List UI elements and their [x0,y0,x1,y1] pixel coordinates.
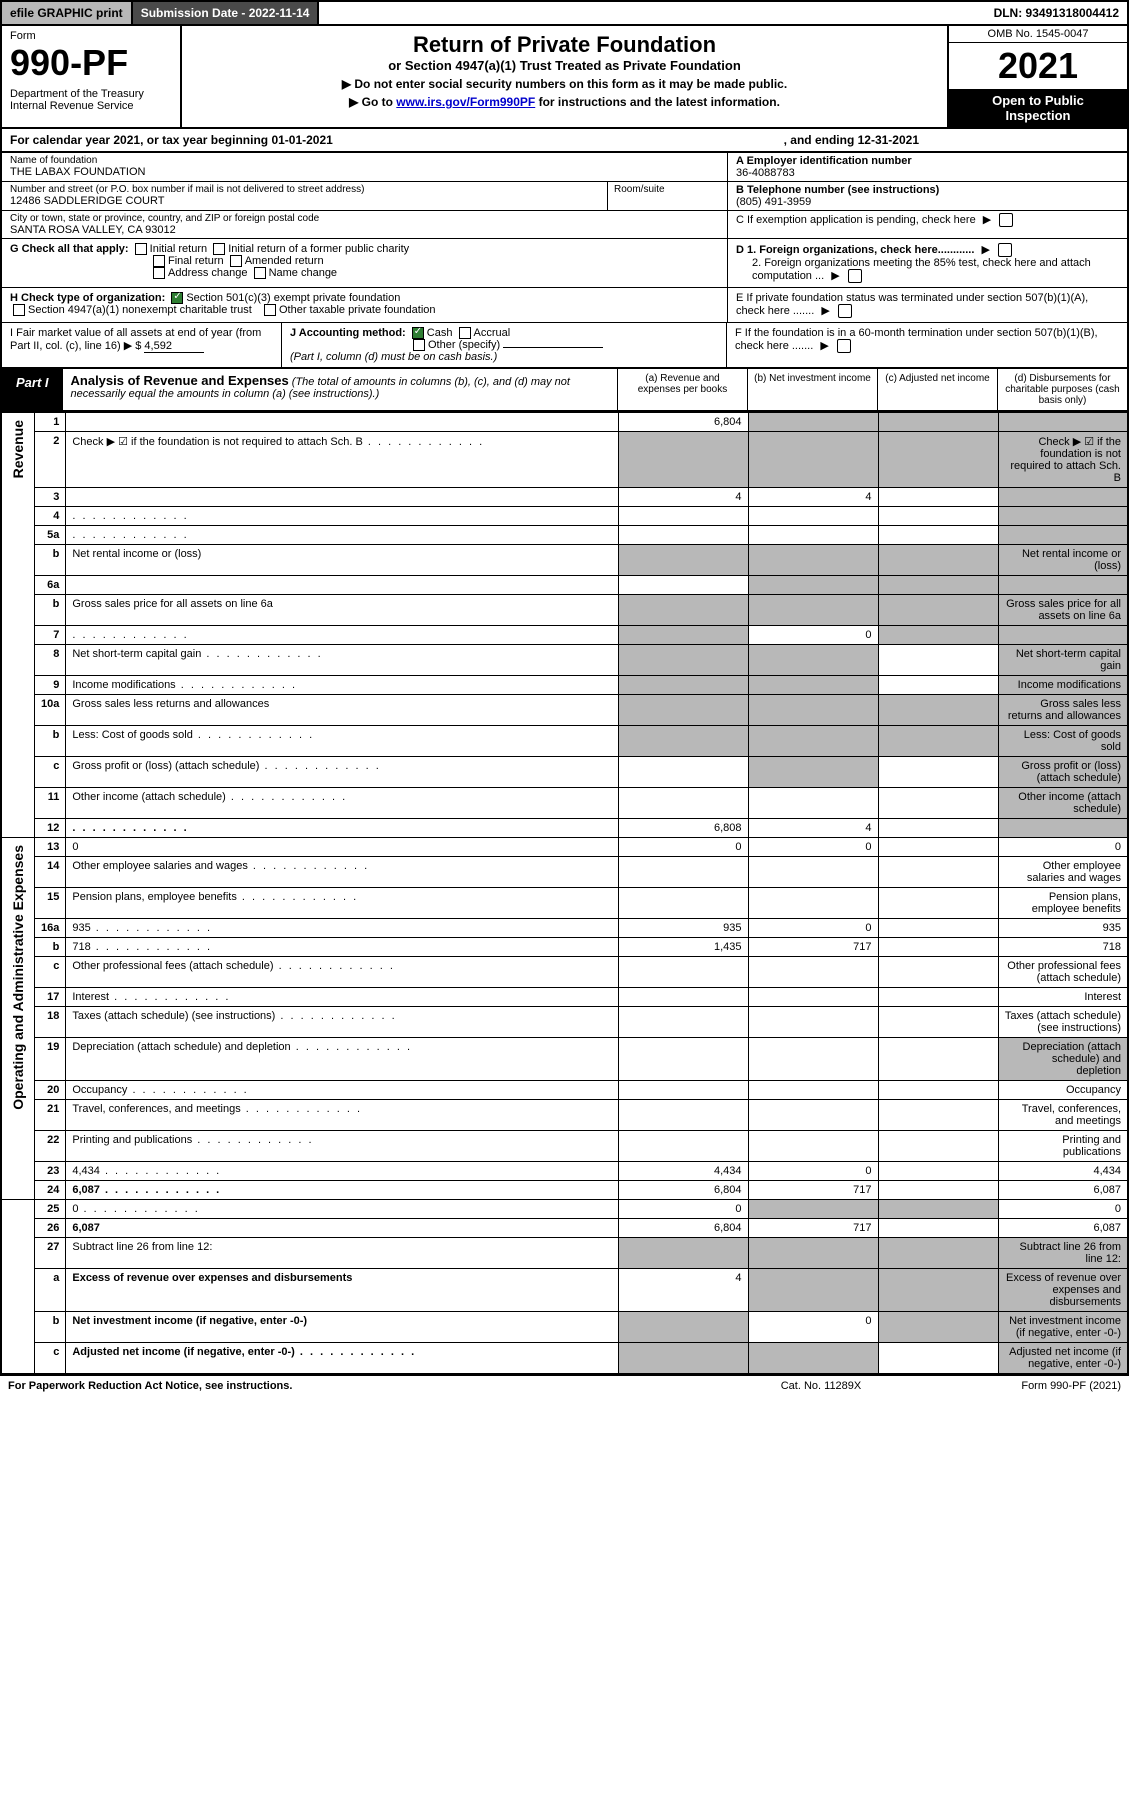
accrual-chk[interactable] [459,327,471,339]
omb-number: OMB No. 1545-0047 [949,26,1127,43]
form-number: 990-PF [10,42,172,84]
4947a1-chk[interactable] [13,304,25,316]
footer: For Paperwork Reduction Act Notice, see … [0,1375,1129,1396]
city-value: SANTA ROSA VALLEY, CA 93012 [10,224,719,236]
name-label: Name of foundation [10,155,719,166]
i-value: 4,592 [144,340,204,353]
e-checkbox[interactable] [838,304,852,318]
d1-checkbox[interactable] [998,243,1012,257]
form990pf-link[interactable]: www.irs.gov/Form990PF [396,95,535,109]
col-b-head: (b) Net investment income [747,369,877,410]
amended-return-chk[interactable] [230,255,242,267]
h-label: H Check type of organization: [10,292,165,304]
g-label: G Check all that apply: [10,243,129,255]
f-label: F If the foundation is in a 60-month ter… [735,327,1098,352]
d1-label: D 1. Foreign organizations, check here..… [736,244,974,256]
form-header: Form 990-PF Department of the Treasury I… [0,26,1129,129]
tel-value: (805) 491-3959 [736,196,1119,208]
form-subtitle: or Section 4947(a)(1) Trust Treated as P… [188,58,941,73]
initial-public-chk[interactable] [213,243,225,255]
calendar-year-row: For calendar year 2021, or tax year begi… [0,129,1129,153]
d2-label: 2. Foreign organizations meeting the 85%… [752,257,1091,282]
c-label: C If exemption application is pending, c… [736,214,976,226]
cash-chk[interactable] [412,327,424,339]
address-change-chk[interactable] [153,267,165,279]
instr-2: ▶ Go to www.irs.gov/Form990PF for instru… [188,95,941,109]
room-label: Room/suite [614,184,721,195]
e-label: E If private foundation status was termi… [736,292,1088,317]
instr-1: ▶ Do not enter social security numbers o… [188,77,941,91]
form-label: Form [10,30,172,42]
col-c-head: (c) Adjusted net income [877,369,997,410]
ein-label: A Employer identification number [736,155,1119,167]
501c3-chk[interactable] [171,292,183,304]
efile-label: efile GRAPHIC print [2,2,133,24]
city-label: City or town, state or province, country… [10,213,719,224]
cat-no: Cat. No. 11289X [721,1380,921,1392]
d2-checkbox[interactable] [848,269,862,283]
tax-year: 2021 [949,43,1127,89]
open-public: Open to Public Inspection [949,89,1127,127]
final-return-chk[interactable] [153,255,165,267]
part1-header: Part I Analysis of Revenue and Expenses … [0,369,1129,412]
submission-date: Submission Date - 2022-11-14 [133,2,320,24]
j-label: J Accounting method: [290,327,406,339]
tel-label: B Telephone number (see instructions) [736,184,1119,196]
topbar: efile GRAPHIC print Submission Date - 20… [0,0,1129,26]
part1-table: Revenue16,8042Check ▶ ☑ if the foundatio… [0,412,1129,1375]
form-ref: Form 990-PF (2021) [921,1380,1121,1392]
revenue-label: Revenue [8,416,28,482]
dept: Department of the Treasury Internal Reve… [10,88,172,112]
i-label: I Fair market value of all assets at end… [10,327,261,352]
addr-value: 12486 SADDLERIDGE COURT [10,195,599,207]
addr-label: Number and street (or P.O. box number if… [10,184,599,195]
other-method-chk[interactable] [413,339,425,351]
col-a-head: (a) Revenue and expenses per books [617,369,747,410]
dln: DLN: 93491318004412 [986,2,1127,24]
foundation-name: THE LABAX FOUNDATION [10,166,719,178]
ein-value: 36-4088783 [736,167,1119,179]
c-checkbox[interactable] [999,213,1013,227]
f-checkbox[interactable] [837,339,851,353]
form-title: Return of Private Foundation [188,32,941,58]
name-change-chk[interactable] [254,267,266,279]
initial-return-chk[interactable] [135,243,147,255]
paperwork-notice: For Paperwork Reduction Act Notice, see … [8,1380,721,1392]
col-d-head: (d) Disbursements for charitable purpose… [997,369,1127,410]
j-note: (Part I, column (d) must be on cash basi… [290,351,497,363]
part1-tab: Part I [2,369,63,410]
expenses-label: Operating and Administrative Expenses [8,841,28,1114]
other-taxable-chk[interactable] [264,304,276,316]
